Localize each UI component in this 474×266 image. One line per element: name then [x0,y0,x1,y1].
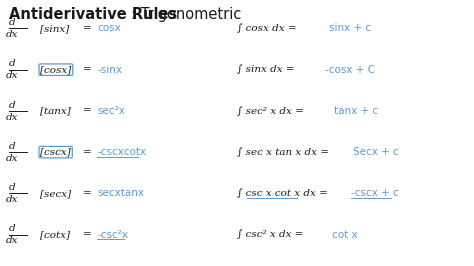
Text: dx: dx [6,154,18,163]
Text: [cosx]: [cosx] [40,65,72,74]
Text: ∫ sec² x dx =: ∫ sec² x dx = [237,106,307,116]
Text: ∫ sinx dx =: ∫ sinx dx = [237,65,298,74]
Text: =: = [83,189,91,198]
Text: [tanx]: [tanx] [40,106,71,115]
Text: -csc²x: -csc²x [97,230,128,240]
Text: =: = [83,106,91,115]
Text: sinx + c: sinx + c [329,23,372,34]
Text: -cscxcotx: -cscxcotx [97,147,146,157]
Text: tanx + c: tanx + c [334,106,378,116]
Text: d: d [9,101,15,110]
Text: d: d [9,142,15,151]
Text: ∫ csc x cot x dx =: ∫ csc x cot x dx = [237,189,331,198]
Text: : Trigonometric: : Trigonometric [131,7,241,22]
Text: -sinx: -sinx [97,65,122,75]
Text: [secx]: [secx] [40,189,72,198]
Text: d: d [9,59,15,68]
Text: dx: dx [6,236,18,245]
Text: -cscx + c: -cscx + c [351,188,399,198]
Text: d: d [9,183,15,192]
Text: dx: dx [6,71,18,80]
Text: dx: dx [6,30,18,39]
Text: Secx + c: Secx + c [353,147,399,157]
Text: cosx: cosx [97,23,121,34]
Text: =: = [83,148,91,157]
Text: secxtanx: secxtanx [97,188,144,198]
Text: -cosx + C: -cosx + C [325,65,374,75]
Text: ∫ sec x tan x dx =: ∫ sec x tan x dx = [237,147,332,157]
Text: dx: dx [6,113,18,122]
Text: =: = [83,65,91,74]
Text: ∫ csc² x dx =: ∫ csc² x dx = [237,230,307,239]
Text: cot x: cot x [332,230,357,240]
Text: Antiderivative Rules: Antiderivative Rules [9,7,178,22]
Text: sec²x: sec²x [97,106,125,116]
Text: [cotx]: [cotx] [40,230,70,239]
Text: =: = [83,230,91,239]
Text: =: = [83,24,91,33]
Text: dx: dx [6,195,18,204]
Text: [cscx]: [cscx] [40,148,71,157]
Text: d: d [9,18,15,27]
Text: [sinx]: [sinx] [40,24,70,33]
Text: d: d [9,224,15,233]
Text: ∫ cosx dx =: ∫ cosx dx = [237,24,300,33]
